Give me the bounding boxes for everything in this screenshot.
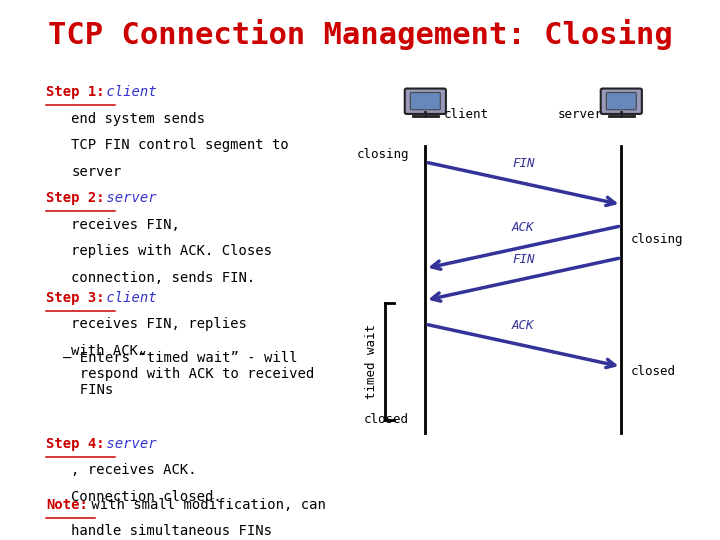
Text: TCP Connection Management: Closing: TCP Connection Management: Closing (48, 18, 672, 50)
Text: closing: closing (631, 233, 683, 246)
FancyBboxPatch shape (405, 89, 446, 114)
Text: ACK: ACK (512, 221, 534, 234)
Text: FIN: FIN (512, 157, 534, 170)
FancyBboxPatch shape (600, 89, 642, 114)
Text: with ACK.: with ACK. (71, 344, 147, 358)
Text: client: client (98, 291, 156, 305)
Text: server: server (558, 108, 603, 121)
Text: Connection closed.: Connection closed. (71, 490, 222, 504)
Text: with small modification, can: with small modification, can (83, 498, 326, 512)
Text: handle simultaneous FINs: handle simultaneous FINs (71, 524, 272, 538)
Text: Note:: Note: (46, 498, 89, 512)
Text: client: client (98, 85, 156, 99)
Text: connection, sends FIN.: connection, sends FIN. (71, 271, 256, 285)
Text: replies with ACK. Closes: replies with ACK. Closes (71, 245, 272, 259)
Text: Step 1:: Step 1: (46, 85, 105, 99)
Text: receives FIN,: receives FIN, (71, 218, 180, 232)
FancyBboxPatch shape (410, 92, 441, 110)
Text: closed: closed (631, 366, 676, 379)
Text: timed wait: timed wait (365, 324, 378, 399)
Text: Step 4:: Step 4: (46, 437, 105, 451)
Text: , receives ACK.: , receives ACK. (71, 463, 197, 477)
Text: ACK: ACK (512, 319, 534, 332)
Text: closed: closed (364, 413, 409, 426)
Text: FIN: FIN (512, 253, 534, 266)
Text: client: client (444, 108, 489, 121)
Text: end system sends: end system sends (71, 112, 205, 126)
Text: TCP FIN control segment to: TCP FIN control segment to (71, 138, 289, 152)
Text: Step 3:: Step 3: (46, 291, 105, 305)
Text: – Enters “timed wait” - will
  respond with ACK to received
  FINs: – Enters “timed wait” - will respond wit… (63, 350, 314, 397)
Text: server: server (98, 437, 156, 451)
Text: server: server (98, 191, 156, 205)
Text: Step 2:: Step 2: (46, 191, 105, 205)
Text: server: server (71, 165, 122, 179)
Text: closing: closing (356, 147, 409, 160)
Text: receives FIN, replies: receives FIN, replies (71, 317, 247, 331)
FancyBboxPatch shape (606, 92, 636, 110)
